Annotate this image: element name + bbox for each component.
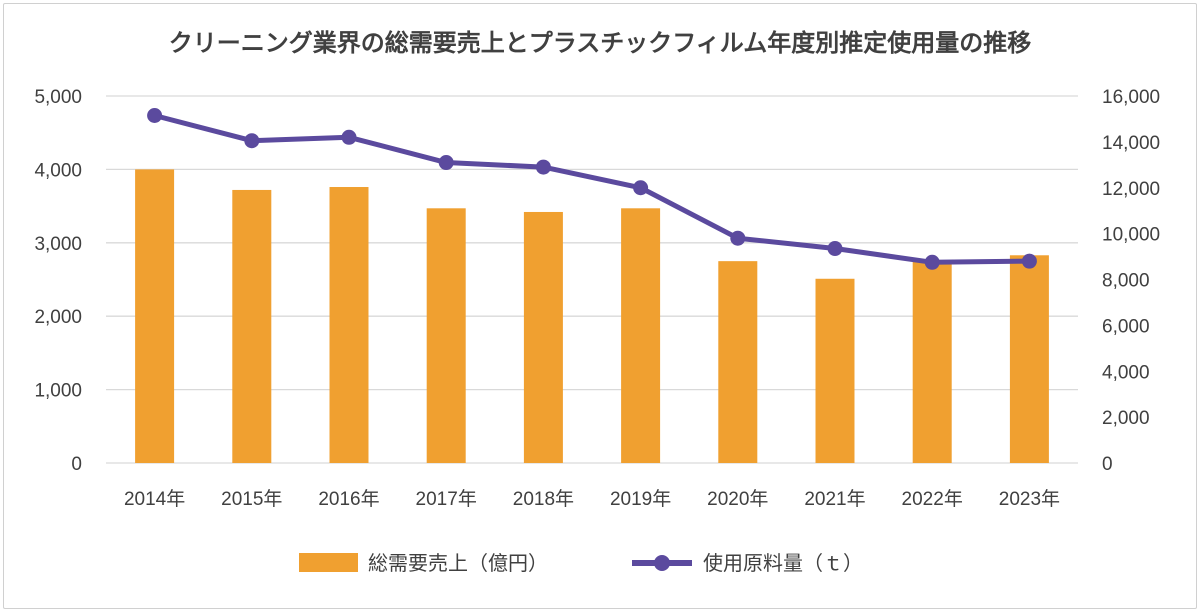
x-tick-label: 2015年 — [221, 488, 282, 510]
legend-line-label: 使用原料量（ｔ） — [703, 551, 863, 575]
legend-bar-swatch — [299, 553, 358, 572]
x-tick-label: 2019年 — [610, 488, 671, 510]
x-tick-label: 2017年 — [416, 488, 477, 510]
y-right-tick-label: 0 — [1102, 454, 1113, 475]
y-right-tick-label: 8,000 — [1102, 271, 1150, 292]
bar — [232, 189, 272, 463]
y-right-tick-label: 14,000 — [1102, 133, 1160, 154]
y-left-tick-label: 4,000 — [34, 160, 82, 181]
y-left-tick-label: 1,000 — [34, 381, 82, 402]
y-axis-left: 0 1,000 2,000 3,000 4,000 5,000 — [34, 87, 82, 475]
bar — [1009, 255, 1049, 463]
bar — [329, 187, 369, 464]
x-tick-label: 2018年 — [513, 488, 574, 510]
line-point — [633, 180, 649, 196]
y-right-tick-label: 2,000 — [1102, 408, 1150, 429]
line-point — [147, 107, 163, 123]
y-right-tick-label: 6,000 — [1102, 316, 1150, 337]
bar — [621, 208, 661, 463]
bar — [718, 261, 758, 463]
legend-bar-label: 総需要売上（億円） — [368, 551, 548, 575]
line-point — [924, 254, 940, 270]
chart-title: クリーニング業界の総需要売上とプラスチックフィルム年度別推定使用量の推移 — [169, 29, 1032, 57]
line-point — [827, 241, 843, 257]
line-point — [535, 159, 551, 175]
legend: 総需要売上（億円） 使用原料量（ｔ） — [299, 551, 863, 575]
x-tick-label: 2020年 — [707, 488, 768, 510]
bar — [815, 278, 855, 463]
line-point — [438, 155, 454, 171]
line-point — [730, 230, 746, 246]
x-axis: 2014年 2015年 2016年 2017年 2018年 2019年 2020年 2021年… — [124, 488, 1060, 510]
bar — [135, 169, 175, 463]
y-right-tick-label: 10,000 — [1102, 225, 1160, 246]
y-right-tick-label: 16,000 — [1102, 87, 1160, 108]
x-tick-label: 2014年 — [124, 488, 185, 510]
y-right-tick-label: 12,000 — [1102, 179, 1160, 200]
line-point — [244, 133, 260, 149]
chart-frame — [3, 3, 1197, 609]
line-point — [341, 129, 357, 145]
line-series — [147, 107, 1037, 270]
x-tick-label: 2021年 — [804, 488, 865, 510]
line-point — [1021, 253, 1037, 269]
bar-series — [135, 169, 1049, 464]
bar — [523, 211, 563, 463]
x-tick-label: 2016年 — [318, 488, 379, 510]
y-left-tick-label: 2,000 — [34, 307, 82, 328]
y-right-tick-label: 4,000 — [1102, 362, 1150, 383]
y-left-tick-label: 3,000 — [34, 234, 82, 255]
x-tick-label: 2023年 — [999, 488, 1060, 510]
legend-line-marker — [654, 555, 670, 571]
y-left-tick-label: 0 — [71, 454, 82, 475]
bar — [426, 208, 466, 463]
x-tick-label: 2022年 — [902, 488, 963, 510]
bar — [912, 260, 952, 463]
line-path — [153, 113, 1030, 265]
y-left-tick-label: 5,000 — [34, 87, 82, 108]
y-axis-right: 0 2,000 4,000 6,000 8,000 10,000 12,000 14,000 1… — [1102, 87, 1160, 475]
